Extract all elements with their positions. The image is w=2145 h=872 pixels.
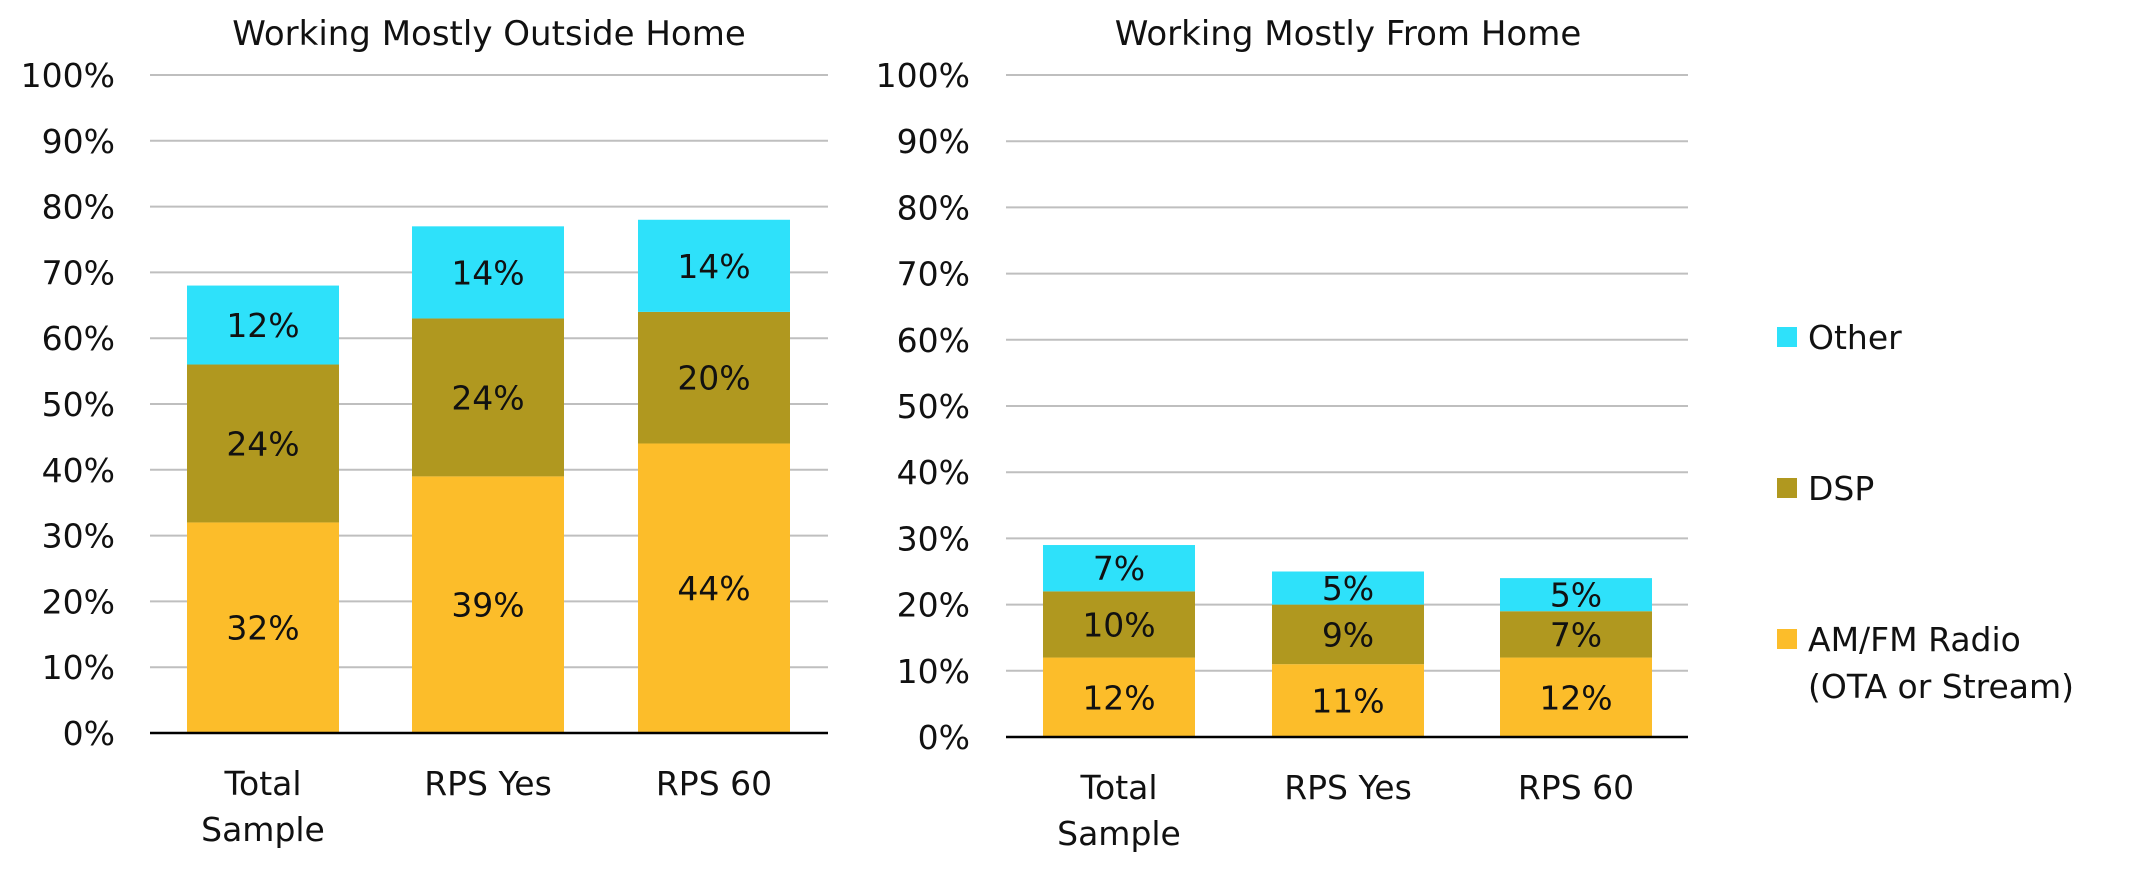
- y-tick-label: 20%: [897, 586, 970, 625]
- y-tick-label: 10%: [897, 652, 970, 691]
- bar-segment-dsp: [1500, 611, 1652, 658]
- x-tick-label: Sample: [1057, 814, 1181, 853]
- bar-segment-am-fm-radio-ota-or-stream: [187, 522, 339, 733]
- data-label: 14%: [451, 253, 524, 292]
- y-tick-label: 40%: [42, 451, 115, 490]
- x-tick-label: Total: [1079, 768, 1157, 807]
- y-tick-label: 70%: [897, 255, 970, 294]
- bar-segment-am-fm-radio-ota-or-stream: [1500, 657, 1652, 737]
- y-tick-label: 20%: [42, 582, 115, 621]
- data-label: 10%: [1082, 605, 1155, 644]
- y-tick-label: 10%: [42, 648, 115, 687]
- y-tick-label: 40%: [897, 453, 970, 492]
- data-label: 14%: [677, 247, 750, 286]
- y-tick-label: 30%: [897, 519, 970, 558]
- legend-label: Other: [1808, 318, 1902, 357]
- y-tick-label: 50%: [42, 385, 115, 424]
- data-label: 5%: [1550, 576, 1602, 615]
- y-tick-label: 0%: [63, 714, 115, 753]
- y-tick-label: 100%: [21, 56, 115, 95]
- data-label: 20%: [677, 359, 750, 398]
- bar-segment-dsp: [638, 311, 790, 444]
- data-label: 12%: [1539, 678, 1612, 717]
- data-label: 24%: [226, 424, 299, 463]
- x-tick-label: Sample: [201, 810, 325, 849]
- legend-swatch: [1777, 629, 1797, 649]
- x-tick-label: RPS Yes: [424, 764, 552, 803]
- bar-segment-other: [1272, 571, 1424, 605]
- y-tick-label: 70%: [42, 253, 115, 292]
- x-tick-label: RPS 60: [1518, 768, 1634, 807]
- bar-segment-other: [638, 219, 790, 312]
- y-tick-label: 60%: [897, 321, 970, 360]
- data-label: 24%: [451, 378, 524, 417]
- y-tick-label: 0%: [918, 718, 970, 757]
- data-label: 9%: [1322, 615, 1374, 654]
- bar-segment-other: [412, 226, 564, 319]
- data-label: 12%: [226, 306, 299, 345]
- data-label: 39%: [451, 586, 524, 625]
- y-tick-label: 90%: [42, 122, 115, 161]
- bar-segment-dsp: [412, 318, 564, 477]
- y-tick-label: 100%: [876, 56, 970, 95]
- chart-title: Working Mostly Outside Home: [232, 14, 746, 54]
- y-tick-label: 80%: [897, 188, 970, 227]
- legend-swatch: [1777, 327, 1797, 347]
- bar-segment-dsp: [1272, 604, 1424, 665]
- bar-segment-other: [187, 285, 339, 365]
- bar-segment-am-fm-radio-ota-or-stream: [1272, 664, 1424, 737]
- legend: Other DSP AM/FM Radio (OTA or Stream): [1777, 318, 2074, 706]
- y-tick-label: 90%: [897, 122, 970, 161]
- y-tick-label: 80%: [42, 188, 115, 227]
- data-label: 12%: [1082, 678, 1155, 717]
- data-label: 44%: [677, 569, 750, 608]
- bar-segment-am-fm-radio-ota-or-stream: [1043, 657, 1195, 737]
- bar-segment-dsp: [1043, 591, 1195, 658]
- bar-segment-other: [1043, 545, 1195, 592]
- legend-swatch: [1777, 478, 1797, 498]
- bar-segment-am-fm-radio-ota-or-stream: [412, 476, 564, 733]
- y-tick-label: 30%: [42, 517, 115, 556]
- legend-label: (OTA or Stream): [1808, 667, 2074, 706]
- y-tick-label: 60%: [42, 319, 115, 358]
- bar-segment-am-fm-radio-ota-or-stream: [638, 443, 790, 733]
- legend-label: AM/FM Radio: [1808, 620, 2021, 659]
- y-tick-label: 50%: [897, 387, 970, 426]
- bar-segment-dsp: [187, 364, 339, 523]
- bar-segment-other: [1500, 578, 1652, 612]
- x-tick-label: RPS Yes: [1284, 768, 1412, 807]
- data-label: 5%: [1322, 569, 1374, 608]
- chart-panel-from-home: Working Mostly From Home 0% 10% 20% 30% 40% 50…: [876, 14, 1688, 853]
- chart-panel-outside-home: Working Mostly Outside Home 0% 10% 20% 30% 40…: [21, 14, 828, 849]
- x-tick-label: Total: [223, 764, 301, 803]
- data-label: 32%: [226, 609, 299, 648]
- legend-label: DSP: [1808, 469, 1874, 508]
- chart-title: Working Mostly From Home: [1115, 14, 1582, 54]
- data-label: 11%: [1311, 682, 1384, 721]
- data-label: 7%: [1093, 549, 1145, 588]
- data-label: 7%: [1550, 615, 1602, 654]
- x-tick-label: RPS 60: [656, 764, 772, 803]
